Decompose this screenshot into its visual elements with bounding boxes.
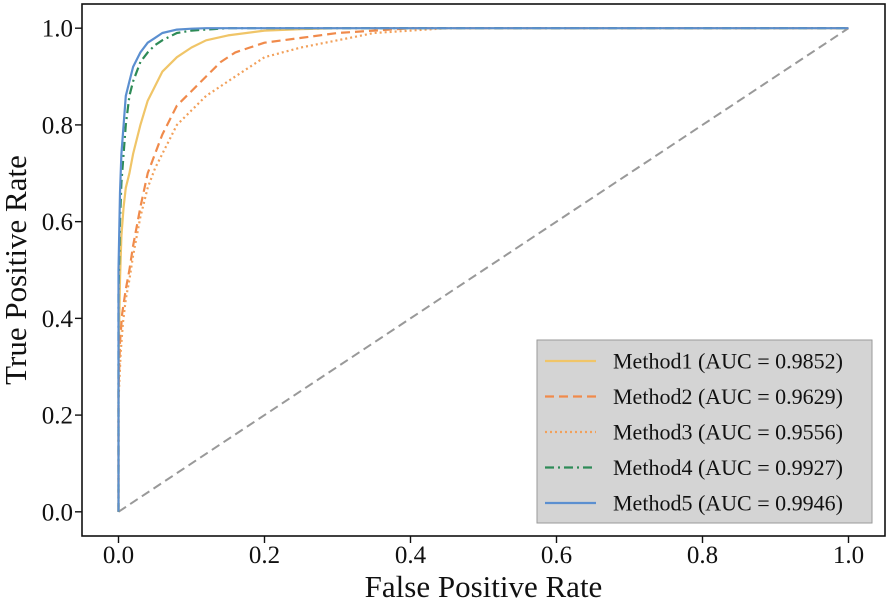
roc-curve-method1 bbox=[117, 27, 849, 512]
y-axis-label: True Positive Rate bbox=[0, 155, 33, 385]
x-tick-label: 0.4 bbox=[395, 542, 427, 569]
roc-curve-method3 bbox=[117, 27, 849, 512]
plot-frame bbox=[81, 3, 886, 537]
legend: Method1 (AUC = 0.9852) Method2 (AUC = 0.9… bbox=[536, 339, 873, 524]
y-tick-label: 0.2 bbox=[42, 403, 73, 430]
y-tick-label: 0.8 bbox=[42, 112, 73, 139]
legend-label-method1: Method1 (AUC = 0.9852) bbox=[613, 349, 843, 374]
chance-diagonal-line bbox=[117, 27, 850, 513]
x-tick-label: 0.6 bbox=[541, 542, 572, 569]
roc-curve-method5 bbox=[117, 27, 849, 512]
roc-curve-method2 bbox=[117, 27, 849, 512]
y-tick-label: 0.4 bbox=[42, 306, 74, 333]
tick-layer: 0.0 0.2 0.4 0.6 0.8 1.0 0.0 0.2 0.4 0.6 0.8 1.0 bbox=[42, 16, 864, 569]
x-tick-label: 0.0 bbox=[103, 542, 134, 569]
x-tick-label: 0.2 bbox=[249, 542, 280, 569]
x-axis-label: False Positive Rate bbox=[365, 569, 603, 601]
x-tick-label: 0.8 bbox=[687, 542, 718, 569]
data-layer bbox=[117, 27, 850, 513]
legend-label-method2: Method2 (AUC = 0.9629) bbox=[613, 384, 843, 409]
y-tick-label: 0.0 bbox=[42, 499, 73, 526]
legend-label-method3: Method3 (AUC = 0.9556) bbox=[613, 420, 843, 445]
legend-label-method5: Method5 (AUC = 0.9946) bbox=[613, 491, 843, 516]
legend-box bbox=[536, 339, 873, 524]
x-tick-label: 1.0 bbox=[833, 542, 864, 569]
legend-label-method4: Method4 (AUC = 0.9927) bbox=[613, 455, 843, 480]
y-tick-label: 1.0 bbox=[42, 16, 73, 43]
y-tick-label: 0.6 bbox=[42, 209, 73, 236]
roc-curve-method4 bbox=[117, 27, 849, 512]
